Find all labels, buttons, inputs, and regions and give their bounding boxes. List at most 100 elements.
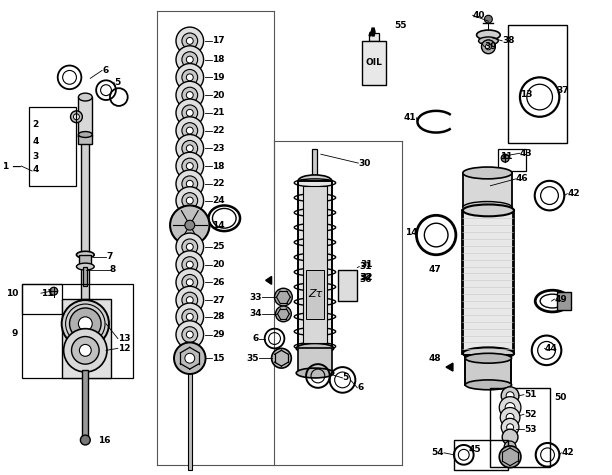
Circle shape [50,287,58,295]
Text: 14: 14 [405,228,417,237]
Text: 45: 45 [469,446,481,455]
Circle shape [500,408,520,427]
Text: 38: 38 [502,37,515,46]
Text: 30: 30 [358,159,371,168]
Circle shape [186,180,193,187]
Text: 8: 8 [110,265,116,274]
Bar [22,285,62,314]
Circle shape [62,300,109,347]
Circle shape [176,286,204,314]
Polygon shape [266,276,272,285]
Circle shape [176,303,204,331]
Text: OIL: OIL [365,58,382,67]
Text: 6: 6 [357,383,364,392]
Text: 44: 44 [545,344,558,353]
Text: 14: 14 [212,221,225,230]
Circle shape [182,176,198,192]
Text: 22: 22 [212,179,225,188]
Text: 17: 17 [212,37,225,46]
Circle shape [502,429,518,445]
Circle shape [176,46,204,74]
Text: 4: 4 [32,137,39,146]
Circle shape [182,141,198,156]
Text: 51: 51 [524,390,536,399]
Circle shape [186,92,193,98]
Circle shape [176,99,204,127]
Circle shape [64,329,107,372]
Circle shape [482,40,495,54]
Circle shape [506,392,514,399]
Circle shape [186,331,193,338]
Circle shape [182,256,198,273]
Circle shape [174,342,206,374]
Circle shape [185,220,195,230]
Ellipse shape [463,204,514,216]
Circle shape [485,44,491,50]
Circle shape [186,296,193,304]
Bar [80,255,91,266]
Ellipse shape [76,251,94,258]
Ellipse shape [463,167,512,179]
Circle shape [182,275,198,290]
Text: 15: 15 [212,354,225,363]
Ellipse shape [76,263,94,270]
Circle shape [176,170,204,198]
Text: 23: 23 [212,144,225,153]
Circle shape [272,348,291,368]
Bar [78,97,92,136]
Circle shape [170,206,209,245]
Ellipse shape [463,347,514,359]
Circle shape [72,337,99,364]
Text: 42: 42 [561,448,574,457]
Circle shape [186,197,193,204]
Circle shape [186,74,193,81]
Bar [81,136,89,299]
Text: 37: 37 [556,86,569,95]
Bar [558,292,571,310]
Circle shape [501,387,519,405]
Text: 35: 35 [246,354,259,363]
Bar [465,355,511,385]
Circle shape [186,279,193,286]
Text: 11: 11 [41,289,53,298]
Text: 11: 11 [500,152,513,161]
Text: 41: 41 [404,113,416,122]
Text: 5: 5 [343,373,349,382]
Circle shape [176,321,204,348]
Circle shape [176,81,204,109]
Circle shape [176,233,204,261]
Text: 43: 43 [520,149,532,158]
Circle shape [186,162,193,170]
Text: 54: 54 [431,448,444,457]
Bar [298,348,332,373]
Text: 5: 5 [114,78,120,87]
Circle shape [186,145,193,152]
Circle shape [182,239,198,255]
Circle shape [182,87,198,103]
Circle shape [176,152,204,180]
Circle shape [182,123,198,138]
Ellipse shape [78,93,92,101]
Ellipse shape [296,368,334,378]
Bar [498,149,526,171]
Text: 1 —: 1 — [3,162,21,171]
Text: 40: 40 [472,11,485,20]
Circle shape [186,109,193,116]
Circle shape [185,353,195,363]
Circle shape [182,33,198,49]
Text: 24: 24 [212,196,225,205]
Bar [83,370,88,439]
Text: 46: 46 [516,174,529,183]
Text: 31: 31 [360,260,373,269]
Circle shape [499,446,521,467]
Text: 42: 42 [567,189,580,198]
Text: 49: 49 [554,294,567,304]
Text: 13: 13 [520,90,532,99]
Text: 32: 32 [360,273,373,282]
Text: 31: 31 [359,262,372,271]
Circle shape [499,397,521,418]
Text: 21: 21 [212,108,225,117]
Text: 22: 22 [212,126,225,135]
Text: 50: 50 [554,393,567,402]
Text: 2: 2 [32,120,39,129]
